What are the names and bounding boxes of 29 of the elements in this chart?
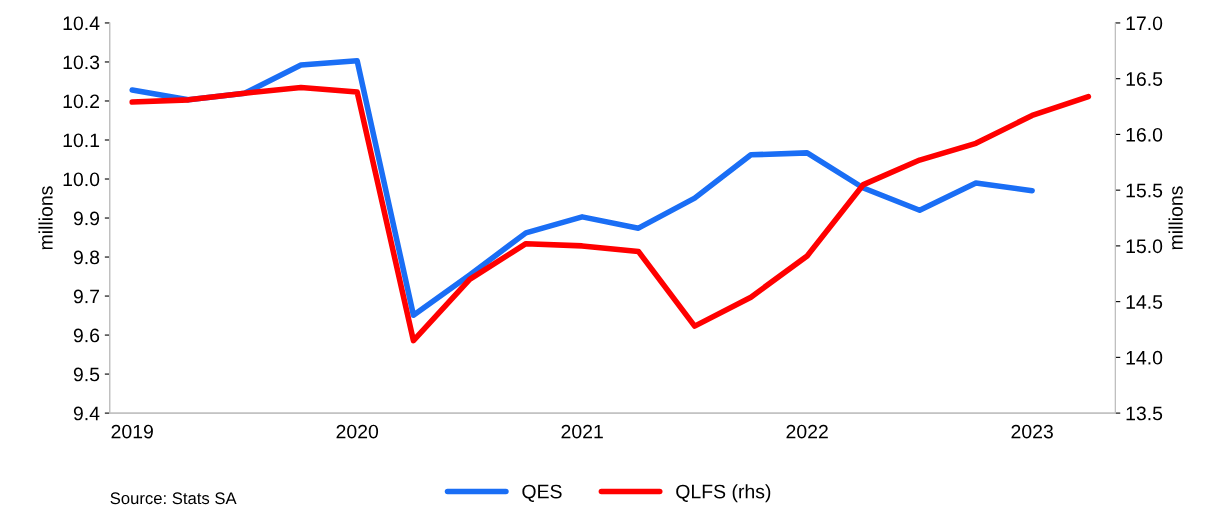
x-tick-label: 2022 — [786, 424, 828, 439]
x-tick-label: 2023 — [1011, 424, 1053, 439]
y-tick-label: 10.2 — [63, 94, 100, 109]
source-note: Source: Stats SA — [110, 492, 237, 505]
y2-tick-label: 13.5 — [1126, 406, 1163, 421]
y2-axis-title: millions — [1168, 186, 1183, 250]
y-tick-label: 9.6 — [73, 328, 100, 343]
y2-tick-label: 16.0 — [1126, 127, 1163, 142]
y-tick-label: 9.8 — [73, 250, 100, 265]
y-tick-label: 10.4 — [63, 16, 100, 31]
x-tick-label: 2021 — [561, 424, 603, 439]
y2-tick-label: 14.5 — [1126, 295, 1163, 309]
y2-tick-label: 17.0 — [1126, 16, 1163, 31]
legend-label: QLFS (rhs) — [676, 484, 771, 503]
y-tick-label: 10.1 — [63, 133, 100, 148]
y-tick-label: 10.0 — [63, 172, 100, 187]
y2-tick-label: 15.0 — [1126, 239, 1163, 254]
y2-tick-label: 16.5 — [1126, 72, 1163, 86]
y-tick-label: 9.4 — [73, 406, 100, 421]
y-tick-label: 9.7 — [73, 289, 100, 304]
x-tick-label: 2019 — [111, 424, 153, 439]
y2-tick-label: 14.0 — [1126, 350, 1163, 365]
y2-tick-label: 15.5 — [1126, 183, 1163, 198]
y-axis-title: millions — [38, 186, 53, 250]
legend-label: QES — [522, 484, 562, 502]
y-tick-label: 9.9 — [73, 211, 100, 226]
x-tick-label: 2020 — [336, 424, 379, 439]
y-tick-label: 10.3 — [63, 55, 100, 70]
y-tick-label: 9.5 — [73, 367, 100, 382]
